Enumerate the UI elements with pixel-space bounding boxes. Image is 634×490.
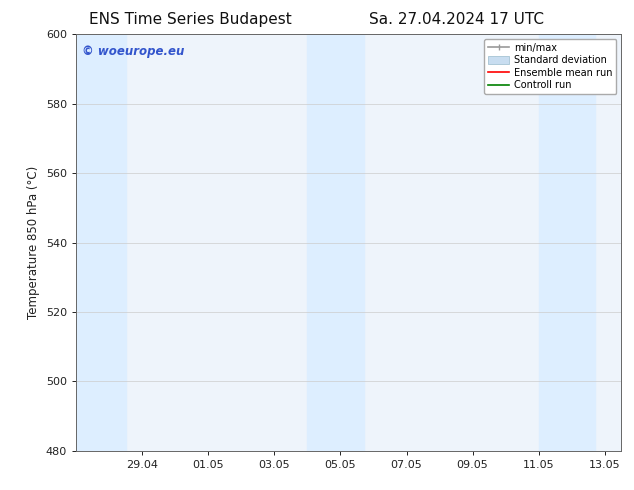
Text: Sa. 27.04.2024 17 UTC: Sa. 27.04.2024 17 UTC [369,12,544,27]
Bar [539,34,595,451]
Bar [76,34,126,451]
Text: © woeurope.eu: © woeurope.eu [82,45,184,58]
Text: ENS Time Series Budapest: ENS Time Series Budapest [89,12,292,27]
Bar [307,34,363,451]
Legend: min/max, Standard deviation, Ensemble mean run, Controll run: min/max, Standard deviation, Ensemble me… [484,39,616,94]
Y-axis label: Temperature 850 hPa (°C): Temperature 850 hPa (°C) [27,166,40,319]
